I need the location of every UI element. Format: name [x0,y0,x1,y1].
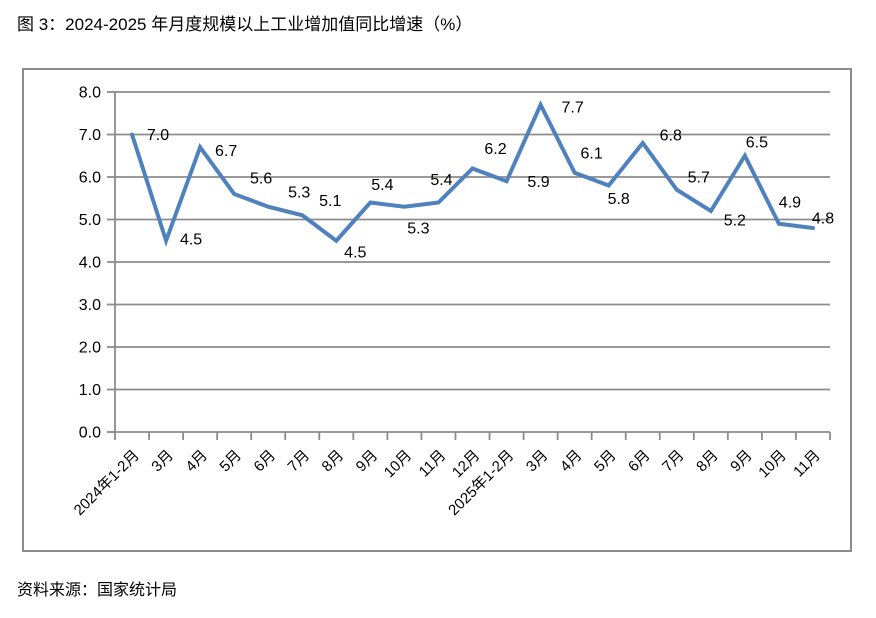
data-label: 5.6 [250,171,272,188]
x-axis-label: 6月 [251,447,280,476]
y-axis-label: 3.0 [79,297,101,314]
x-axis-label: 4月 [557,447,586,476]
y-axis-label: 0.0 [79,425,101,442]
source-note: 资料来源：国家统计局 [17,582,178,599]
x-axis-label: 8月 [693,447,722,476]
data-label: 4.5 [344,244,366,261]
gridlines [115,91,830,391]
data-label: 5.7 [688,169,710,186]
y-axis-label: 1.0 [79,382,101,399]
y-axis-label: 5.0 [79,212,101,229]
x-axis-label: 5月 [591,447,620,476]
x-axis-label: 4月 [182,447,211,476]
data-series-line [130,100,815,247]
data-label: 7.7 [561,99,583,116]
x-axis-label: 6月 [625,447,654,476]
data-label: 6.1 [581,145,603,162]
x-axis-label: 3月 [523,447,552,476]
y-axis-labels: 0.0 1.0 2.0 3.0 4.0 5.0 6.0 7.0 8.0 [79,85,101,442]
figure-title: 图 3：2024-2025 年月度规模以上工业增加值同比增速（%） [17,15,473,34]
x-axis-label: 8月 [319,447,348,476]
y-axis-label: 7.0 [79,127,101,144]
data-label: 7.0 [147,127,169,144]
x-axis-labels: 2024年1-2月 3月 4月 5月 6月 7月 8月 9月 10月 11月 12月2025年1-2… [71,447,824,519]
data-label: 6.8 [660,128,682,145]
data-label: 6.5 [746,134,768,151]
x-axis-label: 2024年1-2月 [71,447,143,519]
data-label: 5.1 [319,193,341,210]
x-axis-label: 7月 [285,447,314,476]
data-label: 5.2 [724,213,746,230]
x-axis-label: 10月 [755,447,789,481]
data-label: 4.5 [180,231,202,248]
chart-container: 0.0 1.0 2.0 3.0 4.0 5.0 6.0 7.0 8.0 2024年1-2月 3月 4月… [22,68,852,552]
data-labels: 7.0 4.5 6.7 5.6 5.3 5.1 4.5 5.4 5.3 5.4 6.2 5.9 7.7 6… [147,99,834,261]
y-axis-label: 8.0 [79,85,101,102]
data-label: 6.2 [484,141,506,158]
x-axis-label: 11月 [416,447,450,481]
x-axis-label: 11月 [790,447,824,481]
data-label: 5.3 [407,220,429,237]
y-axis-label: 2.0 [79,340,101,357]
data-label: 5.4 [430,172,452,189]
data-label: 5.4 [371,177,393,194]
data-label: 4.8 [812,211,834,228]
y-axis-label: 6.0 [79,170,101,187]
data-label: 5.8 [608,191,630,208]
axes [107,91,831,440]
x-axis-label: 3月 [148,447,177,476]
data-label: 6.7 [215,143,237,160]
data-label: 5.3 [288,184,310,201]
x-axis-label: 5月 [216,447,245,476]
y-axis-label: 4.0 [79,255,101,272]
x-axis-label: 10月 [381,447,415,481]
data-label: 4.9 [779,194,801,211]
data-label: 5.9 [527,174,549,191]
x-axis-label: 9月 [727,447,756,476]
x-axis-label: 9月 [353,447,382,476]
x-axis-label: 7月 [659,447,688,476]
